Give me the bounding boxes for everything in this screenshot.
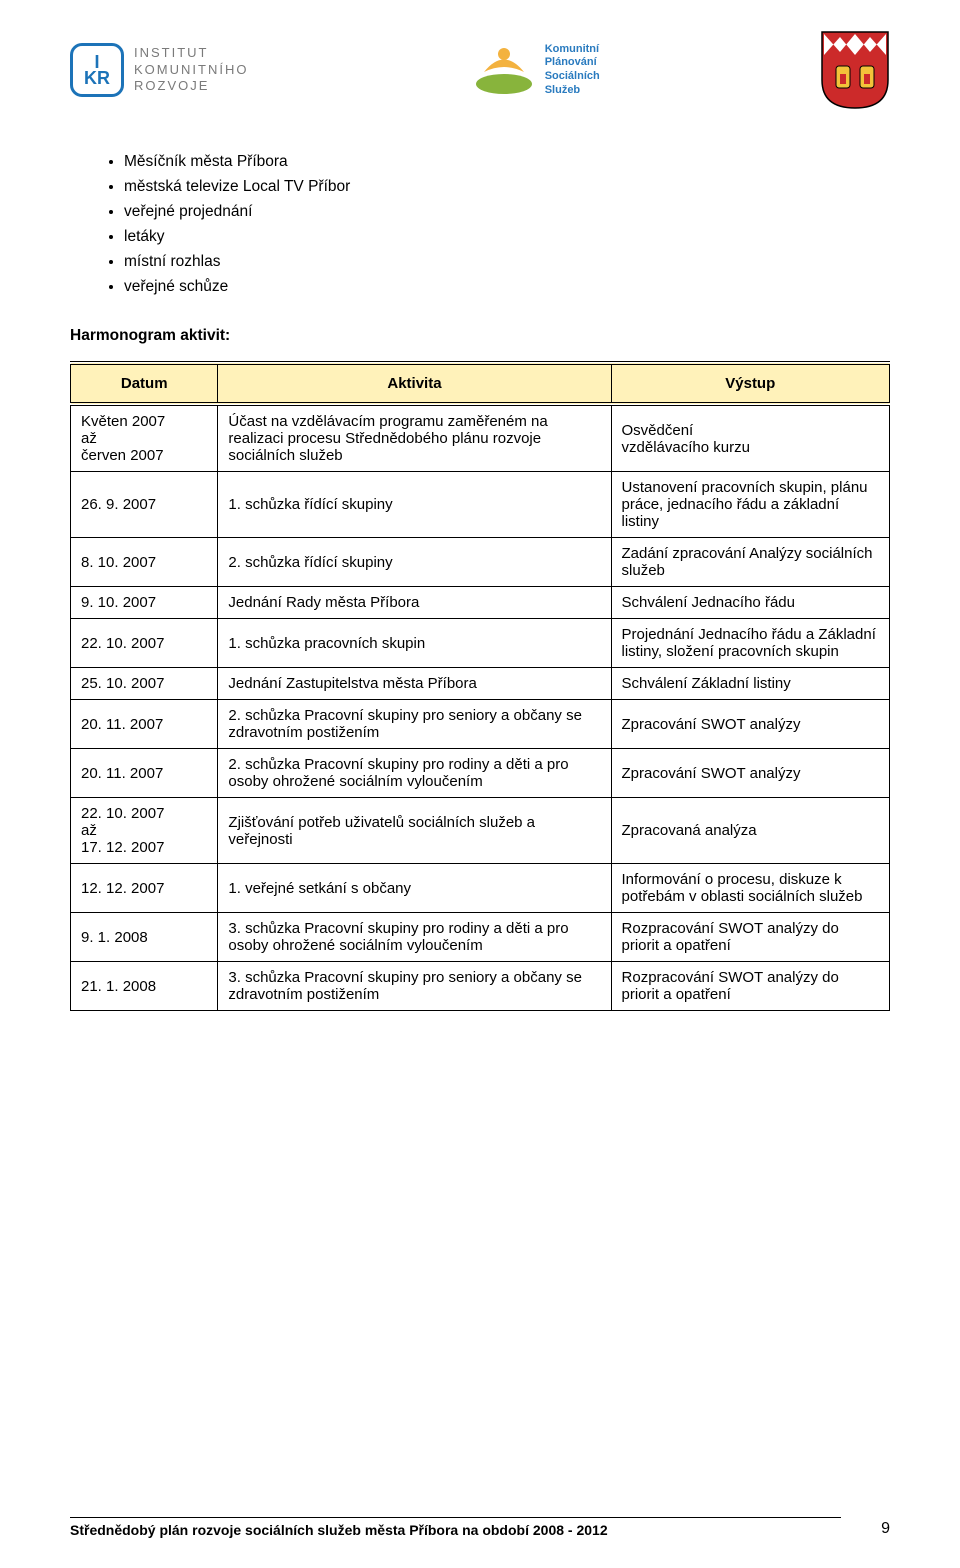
harmonogram-table: Datum Aktivita Výstup Květen 2007ažčerve… (70, 361, 890, 1011)
th-vystup: Výstup (611, 363, 889, 404)
cell-vystup: Ustanovení pracovních skupin, plánu prác… (611, 472, 889, 538)
cell-aktivita: 2. schůzka řídící skupiny (218, 538, 611, 587)
table-row: 20. 11. 20072. schůzka Pracovní skupiny … (71, 749, 890, 798)
logo-ikr: I KR INSTITUT KOMUNITNÍHO ROZVOJE (70, 43, 248, 97)
cell-aktivita: Zjišťování potřeb uživatelů sociálních s… (218, 798, 611, 864)
cell-aktivita: Účast na vzdělávacím programu zaměřeném … (218, 404, 611, 472)
ikr-line1: INSTITUT (134, 45, 248, 62)
kpss-icon (469, 42, 539, 98)
bullet-item: letáky (124, 225, 890, 249)
bullet-item: veřejné schůze (124, 275, 890, 299)
cell-datum: 21. 1. 2008 (71, 962, 218, 1011)
cell-datum: 9. 10. 2007 (71, 587, 218, 619)
cell-aktivita: Jednání Rady města Příbora (218, 587, 611, 619)
table-row: 21. 1. 20083. schůzka Pracovní skupiny p… (71, 962, 890, 1011)
footer-title: Střednědobý plán rozvoje sociálních služ… (70, 1517, 841, 1538)
cell-datum: 22. 10. 2007 (71, 619, 218, 668)
kpss-line3: Sociálních (545, 70, 600, 84)
cell-datum: 8. 10. 2007 (71, 538, 218, 587)
cell-vystup: Zpracování SWOT analýzy (611, 700, 889, 749)
cell-datum: 9. 1. 2008 (71, 913, 218, 962)
cell-aktivita: 1. schůzka pracovních skupin (218, 619, 611, 668)
section-title: Harmonogram aktivit: (70, 327, 890, 345)
th-datum: Datum (71, 363, 218, 404)
table-row: 12. 12. 20071. veřejné setkání s občanyI… (71, 864, 890, 913)
ikr-text: INSTITUT KOMUNITNÍHO ROZVOJE (134, 45, 248, 96)
bullet-item: městská televize Local TV Příbor (124, 175, 890, 199)
cell-vystup: Projednání Jednacího řádu a Základní lis… (611, 619, 889, 668)
cell-datum: 22. 10. 2007až17. 12. 2007 (71, 798, 218, 864)
cell-datum: 12. 12. 2007 (71, 864, 218, 913)
bullet-item: místní rozhlas (124, 250, 890, 274)
cell-vystup: Rozpracování SWOT analýzy do priorit a o… (611, 962, 889, 1011)
cell-vystup: Zadání zpracování Analýzy sociálních slu… (611, 538, 889, 587)
table-row: 9. 1. 20083. schůzka Pracovní skupiny pr… (71, 913, 890, 962)
kpss-line4: Služeb (545, 84, 600, 98)
table-row: 25. 10. 2007Jednání Zastupitelstva města… (71, 668, 890, 700)
table-row: 22. 10. 2007až17. 12. 2007Zjišťování pot… (71, 798, 890, 864)
cell-vystup: Informování o procesu, diskuze k potřebá… (611, 864, 889, 913)
cell-vystup: Osvědčenívzdělávacího kurzu (611, 404, 889, 472)
bullet-item: Měsíčník města Příbora (124, 150, 890, 174)
cell-datum: Květen 2007ažčerven 2007 (71, 404, 218, 472)
cell-datum: 20. 11. 2007 (71, 700, 218, 749)
kpss-line2: Plánování (545, 56, 600, 70)
bullet-list: Měsíčník města Příboraměstská televize L… (70, 150, 890, 299)
cell-aktivita: 3. schůzka Pracovní skupiny pro seniory … (218, 962, 611, 1011)
logo-kpss: Komunitní Plánování Sociálních Služeb (469, 42, 600, 98)
cell-aktivita: 1. veřejné setkání s občany (218, 864, 611, 913)
ikr-line2: KOMUNITNÍHO (134, 62, 248, 79)
header-logo-row: I KR INSTITUT KOMUNITNÍHO ROZVOJE Komuni… (70, 30, 890, 110)
cell-aktivita: Jednání Zastupitelstva města Příbora (218, 668, 611, 700)
cell-datum: 20. 11. 2007 (71, 749, 218, 798)
cell-aktivita: 2. schůzka Pracovní skupiny pro rodiny a… (218, 749, 611, 798)
kpss-text: Komunitní Plánování Sociálních Služeb (545, 43, 600, 98)
table-row: 9. 10. 2007Jednání Rady města PříboraSch… (71, 587, 890, 619)
table-row: 22. 10. 20071. schůzka pracovních skupin… (71, 619, 890, 668)
ikr-line3: ROZVOJE (134, 78, 248, 95)
logo-shield (820, 30, 890, 110)
kpss-line1: Komunitní (545, 43, 600, 57)
table-header-row: Datum Aktivita Výstup (71, 363, 890, 404)
cell-vystup: Schválení Jednacího řádu (611, 587, 889, 619)
cell-vystup: Schválení Základní listiny (611, 668, 889, 700)
cell-aktivita: 1. schůzka řídící skupiny (218, 472, 611, 538)
cell-vystup: Rozpracování SWOT analýzy do priorit a o… (611, 913, 889, 962)
cell-datum: 25. 10. 2007 (71, 668, 218, 700)
ikr-icon: I KR (70, 43, 124, 97)
page-number: 9 (881, 1520, 890, 1538)
table-row: 8. 10. 20072. schůzka řídící skupinyZadá… (71, 538, 890, 587)
cell-datum: 26. 9. 2007 (71, 472, 218, 538)
ikr-abbr-bot: KR (84, 70, 110, 86)
table-row: 26. 9. 20071. schůzka řídící skupinyUsta… (71, 472, 890, 538)
table-row: Květen 2007ažčerven 2007Účast na vzděláv… (71, 404, 890, 472)
table-row: 20. 11. 20072. schůzka Pracovní skupiny … (71, 700, 890, 749)
bullet-item: veřejné projednání (124, 200, 890, 224)
cell-vystup: Zpracovaná analýza (611, 798, 889, 864)
cell-aktivita: 2. schůzka Pracovní skupiny pro seniory … (218, 700, 611, 749)
cell-aktivita: 3. schůzka Pracovní skupiny pro rodiny a… (218, 913, 611, 962)
table-body: Květen 2007ažčerven 2007Účast na vzděláv… (71, 404, 890, 1011)
page-footer: Střednědobý plán rozvoje sociálních služ… (70, 1517, 890, 1538)
cell-vystup: Zpracování SWOT analýzy (611, 749, 889, 798)
th-aktivita: Aktivita (218, 363, 611, 404)
